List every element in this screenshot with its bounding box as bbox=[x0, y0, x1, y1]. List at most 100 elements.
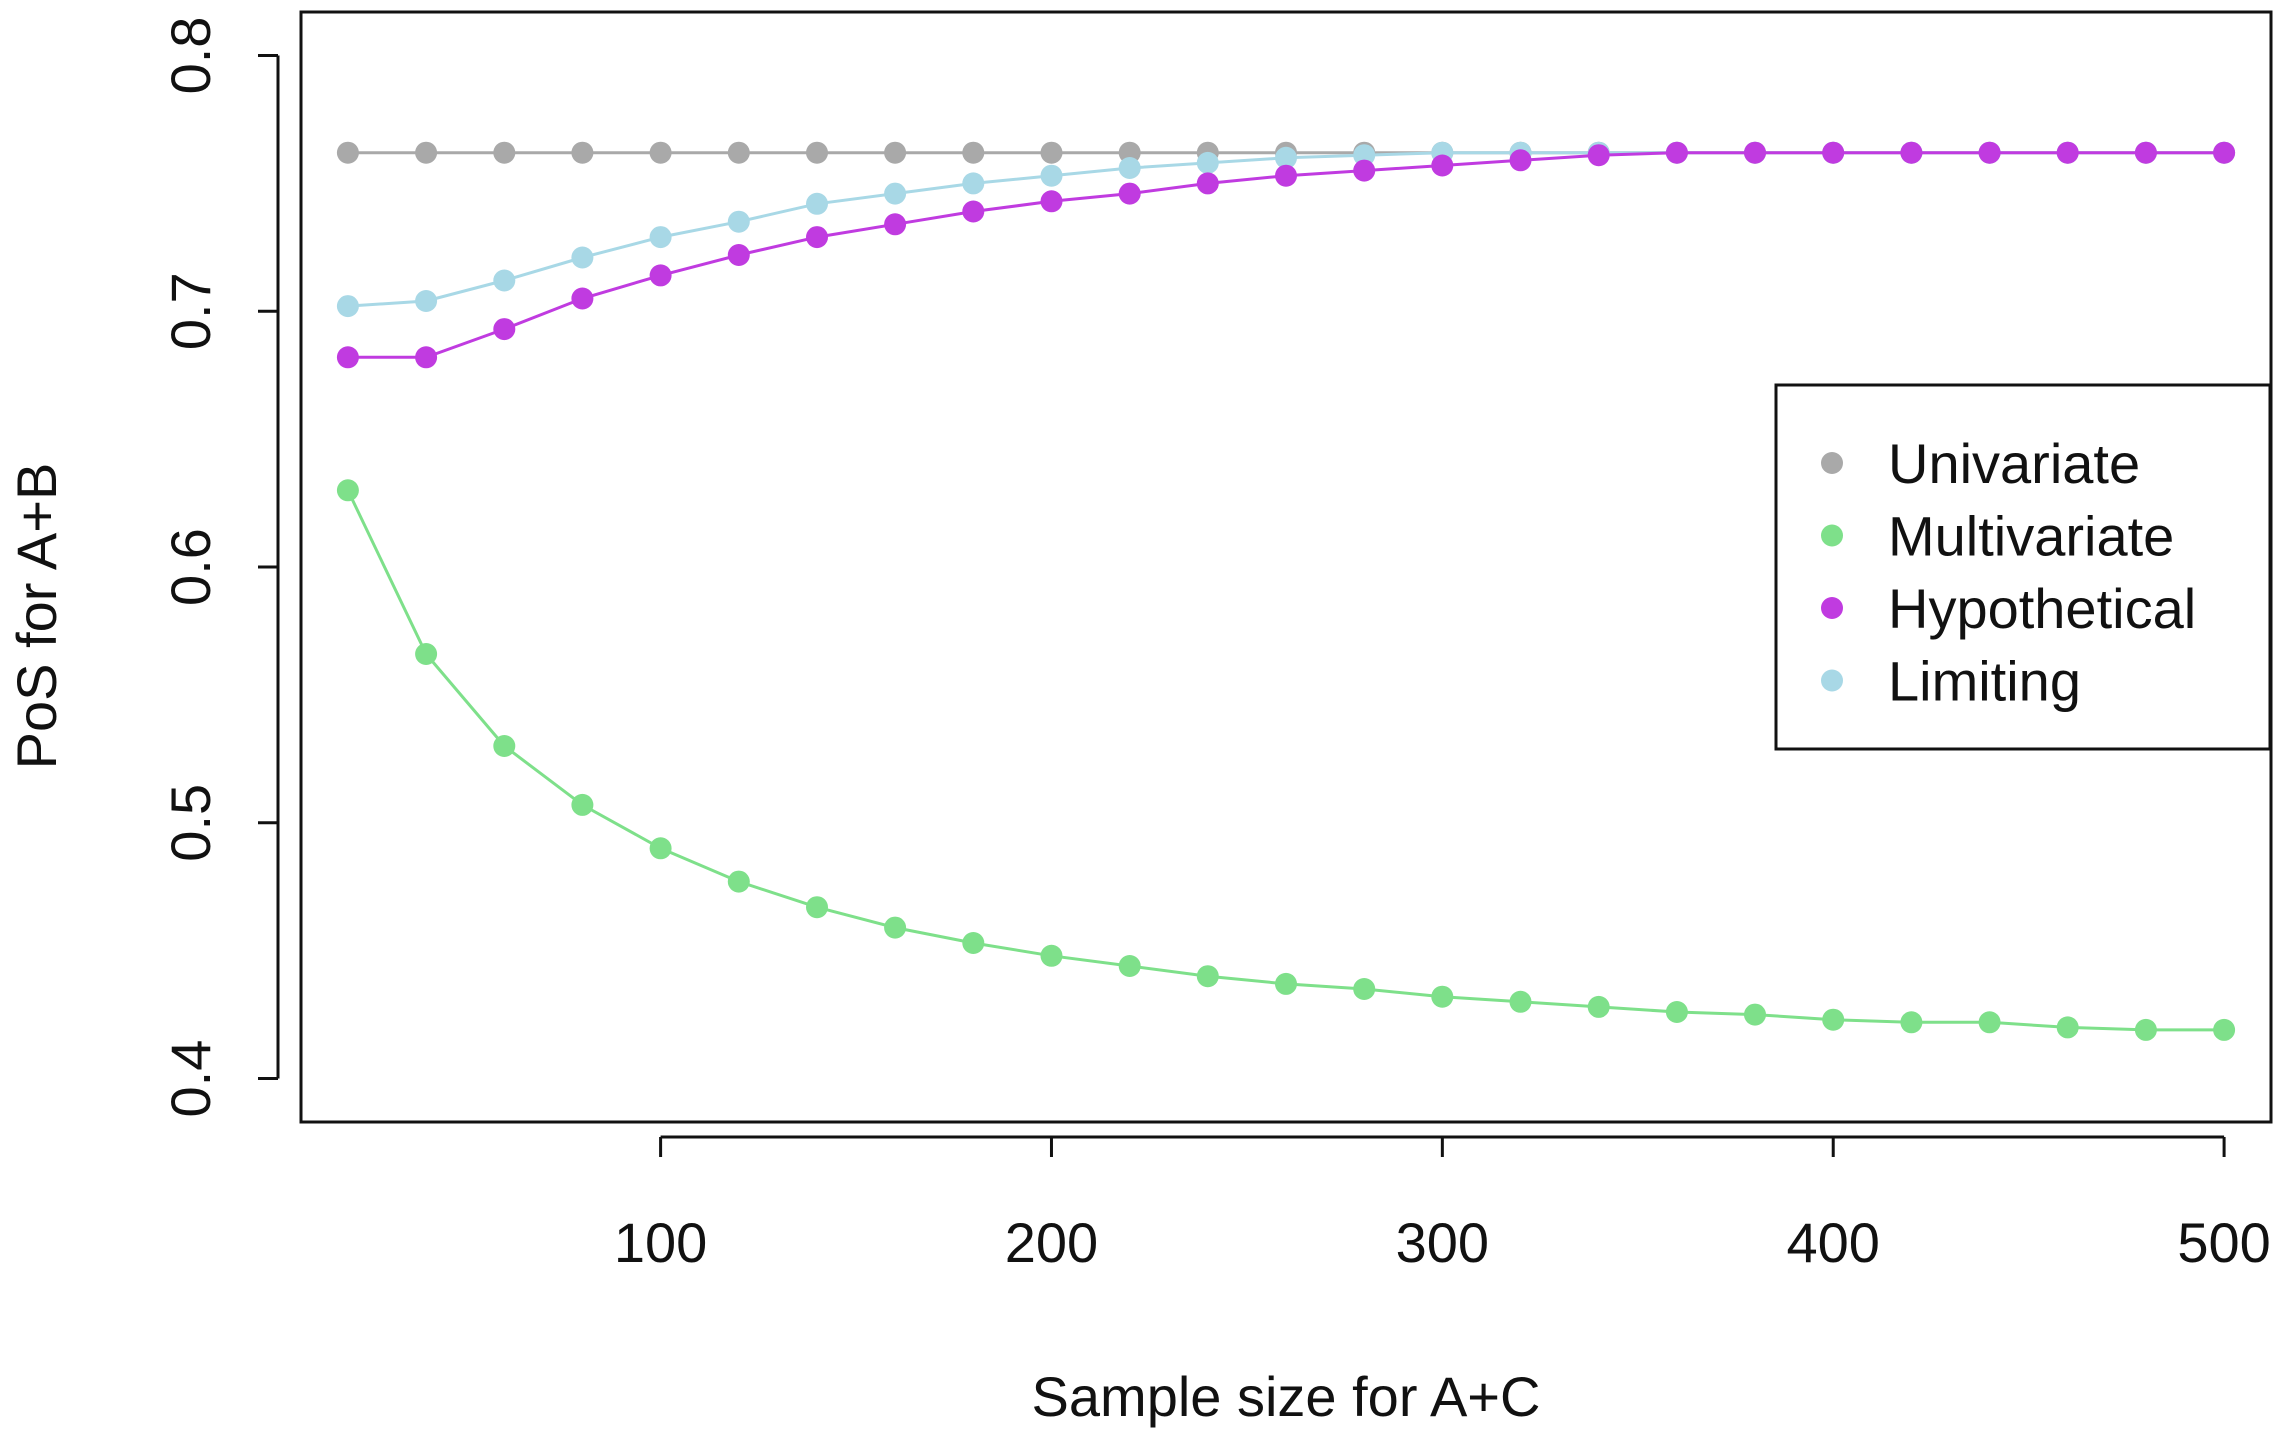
x-axis-label: Sample size for A+C bbox=[1032, 1365, 1541, 1428]
y-tick-label-0-7: 0.7 bbox=[159, 272, 222, 350]
point-hypothetical-280 bbox=[1353, 159, 1376, 182]
point-limiting-140 bbox=[806, 192, 828, 215]
point-univariate-80 bbox=[571, 141, 594, 164]
point-univariate-60 bbox=[493, 141, 516, 164]
x-tick-label-400: 400 bbox=[1787, 1211, 1880, 1274]
y-axis: 0.4 0.5 0.6 0.7 0.8 bbox=[159, 17, 280, 1118]
point-hypothetical-180 bbox=[962, 200, 985, 223]
point-limiting-20 bbox=[336, 295, 359, 318]
point-univariate-120 bbox=[727, 141, 750, 164]
point-multivariate-100 bbox=[649, 837, 672, 860]
y-axis-label: PoS for A+B bbox=[5, 463, 68, 770]
point-limiting-240 bbox=[1196, 151, 1219, 174]
point-multivariate-260 bbox=[1275, 972, 1297, 995]
point-limiting-120 bbox=[727, 210, 750, 233]
legend-marker-univariate bbox=[1821, 452, 1843, 474]
point-multivariate-200 bbox=[1040, 944, 1063, 967]
point-hypothetical-20 bbox=[336, 346, 359, 369]
x-axis: 100 200 300 400 500 bbox=[614, 1135, 2271, 1274]
point-hypothetical-60 bbox=[493, 318, 516, 341]
point-multivariate-480 bbox=[2134, 1018, 2157, 1041]
point-univariate-220 bbox=[1118, 141, 1141, 164]
x-tick-label-200: 200 bbox=[1005, 1211, 1098, 1274]
point-hypothetical-480 bbox=[2134, 141, 2157, 164]
y-tick-label-0-5: 0.5 bbox=[159, 784, 222, 862]
point-multivariate-500 bbox=[2213, 1018, 2236, 1041]
legend-label-univariate: Univariate bbox=[1888, 432, 2140, 495]
point-multivariate-280 bbox=[1353, 978, 1376, 1000]
point-hypothetical-140 bbox=[806, 226, 828, 249]
legend-marker-limiting bbox=[1821, 669, 1843, 692]
point-multivariate-320 bbox=[1509, 990, 1532, 1013]
point-univariate-180 bbox=[962, 141, 985, 164]
x-tick-label-100: 100 bbox=[614, 1211, 707, 1274]
point-multivariate-80 bbox=[571, 793, 594, 816]
point-hypothetical-500 bbox=[2213, 141, 2236, 164]
point-hypothetical-200 bbox=[1040, 190, 1063, 213]
point-hypothetical-400 bbox=[1822, 141, 1845, 164]
legend-label-limiting: Limiting bbox=[1888, 650, 2081, 713]
point-multivariate-300 bbox=[1431, 985, 1454, 1008]
point-limiting-80 bbox=[571, 246, 594, 269]
point-hypothetical-260 bbox=[1275, 164, 1297, 187]
series-layer bbox=[336, 141, 2236, 1041]
point-limiting-260 bbox=[1275, 146, 1297, 169]
point-univariate-200 bbox=[1040, 141, 1063, 164]
point-hypothetical-80 bbox=[571, 287, 594, 310]
point-multivariate-120 bbox=[727, 870, 750, 893]
point-limiting-40 bbox=[415, 290, 438, 312]
point-multivariate-220 bbox=[1118, 955, 1141, 977]
point-limiting-180 bbox=[962, 172, 985, 195]
point-univariate-100 bbox=[649, 141, 672, 164]
point-hypothetical-120 bbox=[727, 244, 750, 266]
point-multivariate-140 bbox=[806, 896, 828, 919]
point-limiting-160 bbox=[884, 182, 907, 205]
y-tick-label-0-8: 0.8 bbox=[159, 17, 222, 95]
point-multivariate-400 bbox=[1822, 1008, 1845, 1031]
legend-marker-hypothetical bbox=[1821, 597, 1843, 619]
point-hypothetical-160 bbox=[884, 213, 907, 236]
x-tick-label-500: 500 bbox=[2177, 1211, 2270, 1274]
point-hypothetical-340 bbox=[1587, 144, 1610, 167]
legend: Univariate Multivariate Hypothetical Limiti… bbox=[1774, 383, 2272, 751]
point-multivariate-240 bbox=[1196, 965, 1219, 988]
point-multivariate-360 bbox=[1665, 1001, 1688, 1023]
point-hypothetical-460 bbox=[2056, 141, 2079, 164]
point-limiting-220 bbox=[1118, 157, 1141, 179]
point-multivariate-380 bbox=[1744, 1003, 1766, 1026]
point-limiting-280 bbox=[1353, 144, 1376, 167]
point-multivariate-460 bbox=[2056, 1016, 2079, 1039]
point-limiting-60 bbox=[493, 269, 516, 292]
point-univariate-140 bbox=[806, 141, 828, 164]
point-hypothetical-100 bbox=[649, 264, 672, 287]
point-hypothetical-380 bbox=[1744, 141, 1766, 164]
point-multivariate-20 bbox=[336, 479, 359, 502]
point-hypothetical-440 bbox=[1978, 141, 2001, 164]
legend-label-multivariate: Multivariate bbox=[1888, 505, 2174, 568]
point-multivariate-160 bbox=[884, 916, 907, 939]
point-hypothetical-320 bbox=[1509, 149, 1532, 172]
point-multivariate-180 bbox=[962, 932, 985, 954]
y-tick-label-0-4: 0.4 bbox=[159, 1040, 222, 1118]
point-multivariate-420 bbox=[1900, 1011, 1923, 1034]
point-multivariate-40 bbox=[415, 643, 438, 665]
series-multivariate bbox=[336, 479, 2236, 1041]
legend-marker-multivariate bbox=[1821, 524, 1843, 547]
legend-label-hypothetical: Hypothetical bbox=[1888, 577, 2196, 640]
series-hypothetical bbox=[336, 141, 2236, 369]
point-hypothetical-240 bbox=[1196, 172, 1219, 195]
legend-box bbox=[1774, 383, 2272, 751]
point-multivariate-340 bbox=[1587, 995, 1610, 1018]
point-hypothetical-300 bbox=[1431, 154, 1454, 177]
point-multivariate-440 bbox=[1978, 1011, 2001, 1034]
point-multivariate-60 bbox=[493, 735, 516, 757]
point-limiting-100 bbox=[649, 226, 672, 249]
point-limiting-200 bbox=[1040, 164, 1063, 187]
point-hypothetical-220 bbox=[1118, 182, 1141, 205]
point-univariate-40 bbox=[415, 141, 438, 164]
point-univariate-20 bbox=[336, 141, 359, 164]
point-hypothetical-420 bbox=[1900, 141, 1923, 164]
point-hypothetical-40 bbox=[415, 346, 438, 369]
y-tick-label-0-6: 0.6 bbox=[159, 528, 222, 606]
